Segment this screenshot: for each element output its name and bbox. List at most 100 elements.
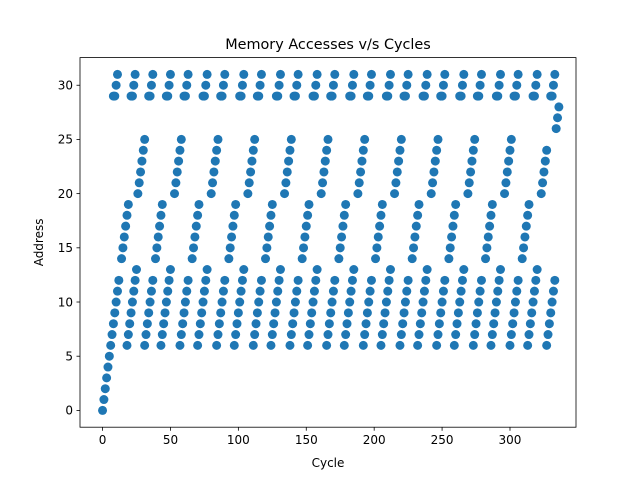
y-tick-label: 25 xyxy=(58,133,73,147)
data-point xyxy=(324,319,334,329)
data-point xyxy=(523,340,533,350)
data-point xyxy=(542,340,552,350)
data-point xyxy=(380,308,390,318)
data-point xyxy=(343,308,353,318)
data-point xyxy=(346,286,356,296)
data-point xyxy=(486,210,496,220)
data-point xyxy=(432,340,442,350)
data-point xyxy=(290,297,300,307)
data-point xyxy=(354,178,364,188)
data-point xyxy=(288,319,298,329)
data-point xyxy=(270,308,280,318)
data-point xyxy=(197,308,207,318)
data-point xyxy=(398,319,408,329)
data-point xyxy=(328,286,338,296)
data-point xyxy=(417,308,427,318)
data-point xyxy=(292,80,302,90)
data-point xyxy=(141,330,151,340)
data-point xyxy=(286,134,296,144)
data-point xyxy=(208,178,218,188)
points-layer xyxy=(98,69,564,415)
data-point xyxy=(299,243,309,253)
plot-frame xyxy=(79,57,577,428)
data-point xyxy=(383,91,393,101)
data-point xyxy=(463,189,473,199)
data-point xyxy=(239,69,249,79)
data-point xyxy=(548,286,558,296)
data-point xyxy=(316,189,326,199)
data-point xyxy=(247,156,257,166)
data-point xyxy=(517,254,527,264)
data-point xyxy=(303,210,313,220)
data-point xyxy=(199,286,209,296)
data-point xyxy=(171,178,181,188)
data-point xyxy=(539,167,549,177)
data-point xyxy=(275,265,285,274)
data-point xyxy=(481,254,491,264)
data-point xyxy=(327,297,337,307)
data-point xyxy=(505,145,515,155)
data-point xyxy=(528,297,538,307)
data-point xyxy=(330,69,340,79)
data-point xyxy=(436,308,446,318)
data-point xyxy=(339,340,349,350)
data-point xyxy=(403,275,413,285)
data-point xyxy=(543,330,553,340)
data-point xyxy=(500,189,510,199)
data-point xyxy=(475,80,485,90)
data-point xyxy=(145,297,155,307)
data-point xyxy=(132,265,141,274)
x-tick-label: 0 xyxy=(99,433,107,447)
data-point xyxy=(282,167,292,177)
data-point xyxy=(266,210,276,220)
data-point xyxy=(122,340,132,350)
data-point xyxy=(286,330,296,340)
data-point xyxy=(392,167,402,177)
data-point xyxy=(455,297,465,307)
data-point xyxy=(361,319,371,329)
data-point xyxy=(376,340,386,350)
data-point xyxy=(536,189,546,199)
data-point xyxy=(271,297,281,307)
data-point xyxy=(524,199,534,209)
data-point xyxy=(449,340,459,350)
data-point xyxy=(475,286,485,296)
data-point xyxy=(410,232,420,242)
data-point xyxy=(474,297,484,307)
data-point xyxy=(360,330,370,340)
data-point xyxy=(146,286,156,296)
data-point xyxy=(531,80,541,90)
data-point xyxy=(347,80,357,90)
data-point xyxy=(157,199,167,209)
data-point xyxy=(229,340,239,350)
data-point xyxy=(440,69,450,79)
data-point xyxy=(449,210,459,220)
data-point xyxy=(107,330,117,340)
data-point xyxy=(243,189,253,199)
data-point xyxy=(293,69,303,79)
data-point xyxy=(433,330,443,340)
data-point xyxy=(170,189,180,199)
data-point xyxy=(395,145,405,155)
data-point xyxy=(308,297,318,307)
data-point xyxy=(265,221,275,231)
data-point xyxy=(137,156,147,166)
data-point xyxy=(305,319,315,329)
data-point xyxy=(274,275,284,285)
data-point xyxy=(263,232,273,242)
data-point xyxy=(358,145,368,155)
chart-title: Memory Accesses v/s Cycles xyxy=(225,37,431,53)
data-point xyxy=(490,308,500,318)
data-point xyxy=(251,319,261,329)
data-point xyxy=(198,297,208,307)
data-point xyxy=(261,254,271,264)
data-point xyxy=(509,308,519,318)
data-point xyxy=(175,340,185,350)
data-point xyxy=(385,265,395,274)
data-point xyxy=(349,265,359,274)
data-point xyxy=(451,199,461,209)
x-tick-label: 50 xyxy=(163,433,178,447)
data-point xyxy=(390,189,400,199)
data-point xyxy=(464,178,474,188)
data-point xyxy=(144,308,154,318)
